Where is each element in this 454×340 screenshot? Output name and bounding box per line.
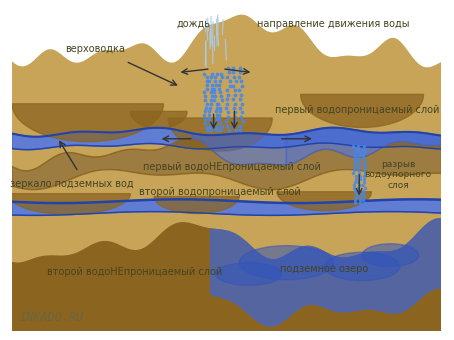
Polygon shape xyxy=(12,138,441,171)
Text: подземное озеро: подземное озеро xyxy=(280,264,368,274)
Polygon shape xyxy=(239,246,334,280)
Text: зеркало подземных вод: зеркало подземных вод xyxy=(10,179,133,189)
Polygon shape xyxy=(12,14,441,137)
Polygon shape xyxy=(301,95,424,128)
Text: второй водоНЕпроницаемый слой: второй водоНЕпроницаемый слой xyxy=(48,267,223,277)
Polygon shape xyxy=(216,263,281,285)
Text: первый водопроницаемый слой: первый водопроницаемый слой xyxy=(275,105,439,115)
Polygon shape xyxy=(12,128,441,150)
Polygon shape xyxy=(211,219,441,326)
Polygon shape xyxy=(192,133,286,165)
Polygon shape xyxy=(130,112,187,129)
Polygon shape xyxy=(286,128,441,165)
Polygon shape xyxy=(168,118,272,151)
Text: INKADO.RU: INKADO.RU xyxy=(20,311,84,324)
Polygon shape xyxy=(12,138,441,190)
Text: второй водопроницаемый слой: второй водопроницаемый слой xyxy=(139,187,301,197)
Polygon shape xyxy=(12,104,163,142)
Polygon shape xyxy=(12,199,441,215)
Polygon shape xyxy=(12,9,441,67)
Polygon shape xyxy=(7,194,130,215)
Text: разрыв
водоупорного
слоя: разрыв водоупорного слоя xyxy=(365,160,432,190)
Text: дождь: дождь xyxy=(177,19,211,29)
Text: первый водоНЕпроницаемый слой: первый водоНЕпроницаемый слой xyxy=(143,162,321,172)
Polygon shape xyxy=(362,244,419,267)
Polygon shape xyxy=(154,197,239,214)
Polygon shape xyxy=(324,252,400,280)
Text: направление движения воды: направление движения воды xyxy=(257,19,410,29)
Polygon shape xyxy=(12,219,441,331)
Polygon shape xyxy=(12,170,441,203)
Polygon shape xyxy=(12,211,441,263)
Polygon shape xyxy=(277,192,371,211)
Text: верховодка: верховодка xyxy=(65,44,125,54)
